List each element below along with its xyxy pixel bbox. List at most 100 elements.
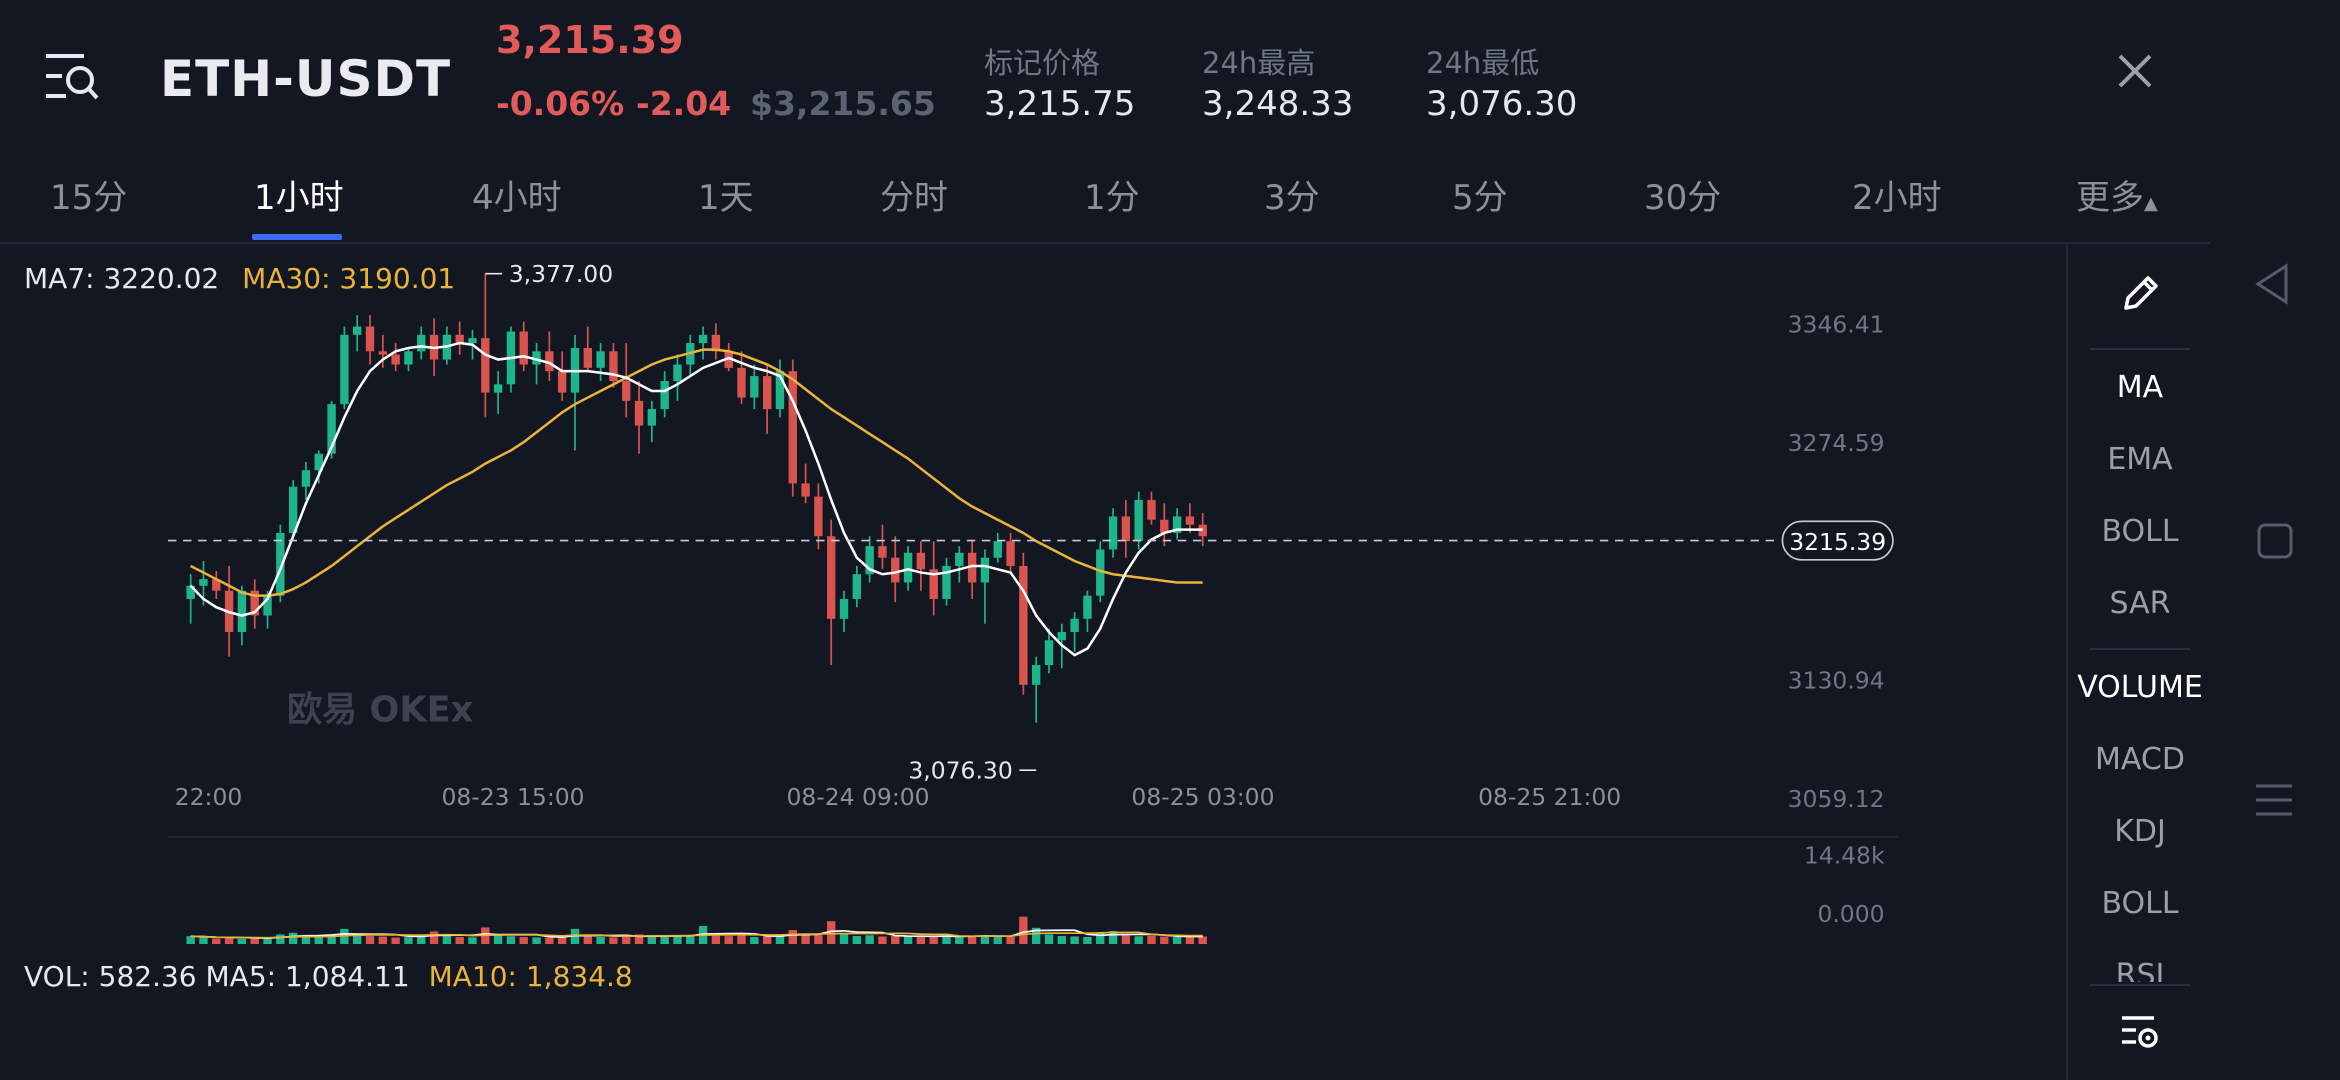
candle-body — [583, 348, 592, 368]
tab-1m[interactable]: 1分 — [1084, 178, 1140, 218]
candle-body — [762, 376, 772, 410]
indicator-sar[interactable]: SAR — [2109, 586, 2171, 621]
volume-bar — [1134, 936, 1143, 944]
volume-bar — [199, 936, 208, 944]
volume-bar — [916, 936, 926, 944]
volume-bar — [545, 937, 554, 944]
indicator-boll-sub[interactable]: BOLL — [2101, 886, 2179, 921]
volume-bar — [365, 936, 375, 944]
close-icon[interactable] — [2110, 46, 2160, 96]
candle-body — [711, 334, 721, 352]
indicator-rsi[interactable]: RSI — [2115, 958, 2165, 982]
candle-body — [724, 351, 733, 368]
volume-bar — [276, 934, 285, 944]
ma30-legend: MA30: 3190.01 — [242, 262, 456, 295]
indicator-ma[interactable]: MA — [2116, 370, 2164, 405]
candle — [827, 519, 836, 666]
indicator-settings-icon[interactable] — [2068, 1012, 2212, 1060]
tab-15m[interactable]: 15分 — [50, 178, 128, 218]
menu-search-icon[interactable] — [44, 50, 100, 104]
recent-apps-icon[interactable] — [2254, 780, 2294, 824]
tab-30m[interactable]: 30分 — [1644, 178, 1722, 218]
candle-body — [340, 334, 349, 405]
candle-body — [378, 351, 388, 355]
tab-1h[interactable]: 1小时 — [254, 178, 344, 218]
tab-2h[interactable]: 2小时 — [1852, 178, 1942, 218]
indicator-ema[interactable]: EMA — [2107, 442, 2173, 477]
candle-body — [647, 409, 657, 426]
candle — [596, 343, 605, 382]
volume-bar — [1147, 935, 1156, 944]
volume-bar — [967, 936, 977, 944]
volume-bar — [378, 936, 388, 944]
candle-body — [955, 552, 964, 566]
volume-bar — [353, 933, 362, 944]
candle-body — [814, 496, 823, 537]
volume-bar — [1044, 934, 1054, 944]
home-icon[interactable] — [2256, 522, 2294, 564]
tab-more[interactable]: 更多▲ — [2076, 170, 2158, 219]
tab-1d[interactable]: 1天 — [698, 178, 754, 218]
back-icon[interactable] — [2252, 262, 2292, 310]
candle-body — [276, 532, 285, 596]
candle-body — [1057, 631, 1066, 641]
candle — [686, 334, 695, 377]
candle-body — [212, 579, 221, 591]
volume-bar — [865, 935, 874, 944]
volume-bar — [609, 937, 618, 944]
candle — [967, 541, 977, 599]
volume-bar — [250, 937, 259, 944]
mark-price-label: 标记价格 — [984, 46, 1101, 80]
candle-body — [903, 552, 913, 583]
volume-bar — [391, 937, 400, 944]
volume-bar — [1057, 935, 1066, 944]
candle — [788, 359, 797, 497]
candle-body — [545, 351, 554, 372]
candle-body — [980, 557, 990, 583]
volume-bar — [711, 934, 721, 944]
volume-bar — [1172, 936, 1182, 944]
volume-bar — [750, 936, 759, 944]
candle-body — [391, 354, 400, 365]
candle-body — [750, 376, 759, 398]
candle-body — [1185, 516, 1195, 525]
time-tick-label: 08-23 15:00 — [441, 783, 584, 811]
candle-body — [468, 338, 477, 344]
candle — [673, 354, 682, 401]
candle-body — [519, 331, 528, 365]
candle — [1019, 552, 1028, 695]
indicator-boll-main[interactable]: BOLL — [2101, 514, 2179, 549]
candle — [929, 541, 938, 616]
candle-body — [493, 384, 503, 393]
volume-bar — [557, 937, 567, 944]
indicator-kdj[interactable]: KDJ — [2114, 814, 2166, 849]
volume-bar — [455, 936, 464, 944]
volume-bar — [801, 934, 810, 944]
candle-body — [455, 334, 464, 344]
tab-timeshare[interactable]: 分时 — [880, 178, 948, 218]
candle — [519, 321, 528, 372]
price-tick-label: 3346.41 — [1788, 311, 1885, 339]
volume-bar — [634, 934, 644, 944]
volume-bar — [468, 937, 477, 944]
candle — [993, 532, 1002, 563]
candle — [365, 314, 375, 365]
candle — [852, 565, 862, 608]
candle-body — [827, 536, 836, 619]
candle-body — [1121, 516, 1131, 542]
candle-body — [801, 483, 810, 497]
volume-bar — [224, 937, 234, 944]
pencil-icon[interactable] — [2068, 272, 2212, 324]
indicator-volume[interactable]: VOLUME — [2077, 670, 2203, 705]
candlestick-chart[interactable]: 3346.41 3274.59 3215.39 3130.94 3059.12 22:0… — [0, 244, 2066, 944]
candle-body — [865, 546, 874, 575]
tab-4h[interactable]: 4小时 — [472, 178, 562, 218]
candle — [801, 463, 810, 504]
candle-body — [417, 334, 426, 352]
candle — [340, 326, 349, 410]
price-axis: 3346.41 3274.59 3215.39 3130.94 3059.12 — [1781, 311, 1894, 813]
tab-3m[interactable]: 3分 — [1264, 178, 1320, 218]
indicator-macd[interactable]: MACD — [2095, 742, 2185, 777]
candle-body — [839, 598, 849, 619]
tab-5m[interactable]: 5分 — [1452, 178, 1508, 218]
